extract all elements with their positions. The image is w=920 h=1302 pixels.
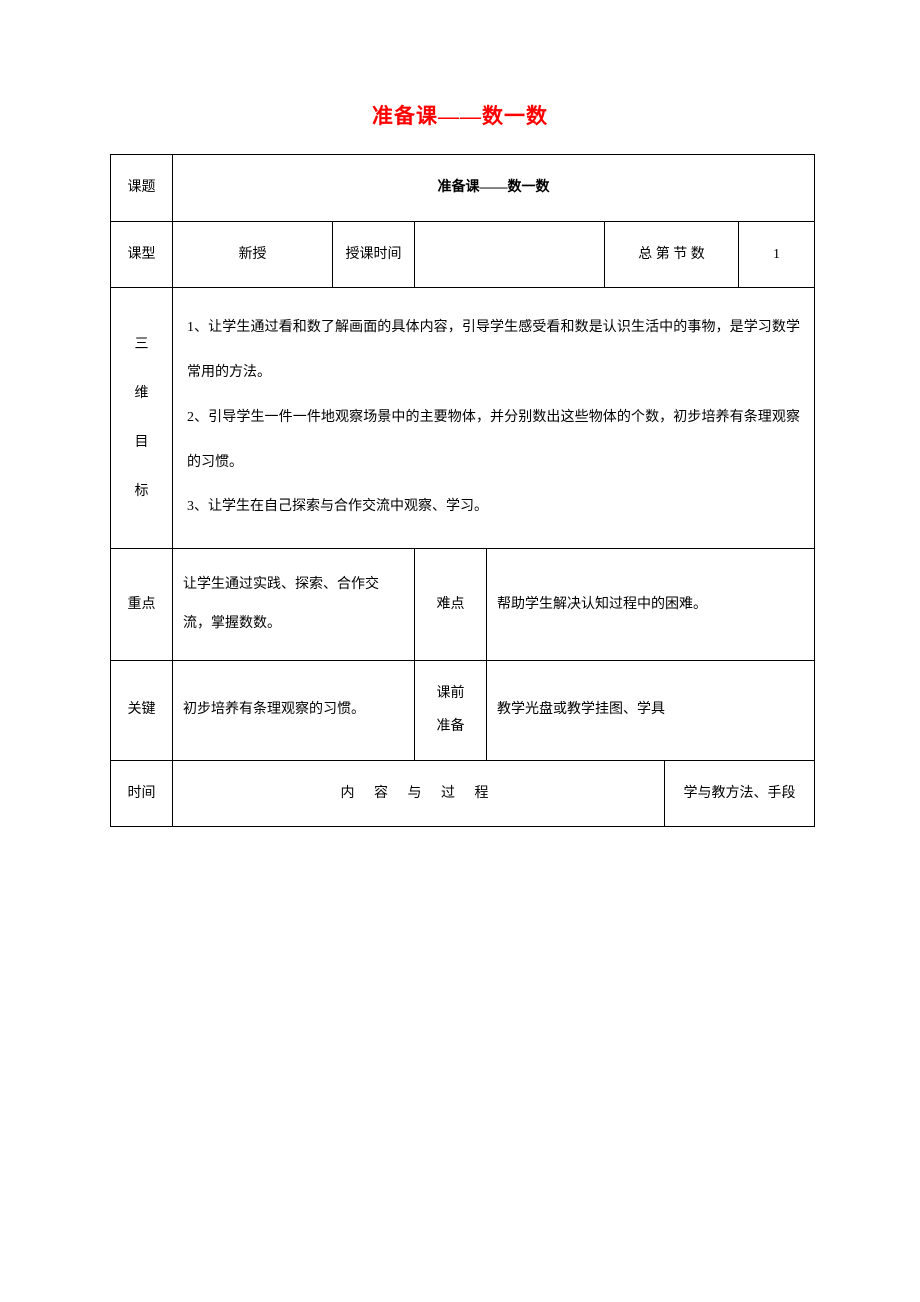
method-label: 学与教方法、手段 <box>665 760 815 827</box>
table-row: 重点 让学生通过实践、探索、合作交流，掌握数数。 难点 帮助学生解决认知过程中的… <box>111 549 815 660</box>
objectives-content: 1、让学生通过看和数了解画面的具体内容，引导学生感受看和数是认识生活中的事物，是… <box>173 288 815 549</box>
table-row: 课型 新授 授课时间 总 第 节 数 1 <box>111 221 815 288</box>
prep-value: 教学光盘或教学挂图、学具 <box>487 660 815 760</box>
table-row: 三 维 目 标 1、让学生通过看和数了解画面的具体内容，引导学生感受看和数是认识… <box>111 288 815 549</box>
prep-label-line1: 课前 <box>437 686 465 701</box>
table-row: 课题 准备课——数一数 <box>111 155 815 222</box>
type-value: 新授 <box>173 221 333 288</box>
topic-value: 准备课——数一数 <box>173 155 815 222</box>
topic-label: 课题 <box>111 155 173 222</box>
difficulty-value: 帮助学生解决认知过程中的困难。 <box>487 549 815 660</box>
focus-label: 重点 <box>111 549 173 660</box>
lesson-plan-table: 课题 准备课——数一数 课型 新授 授课时间 总 第 节 数 1 三 维 目 标… <box>110 154 815 827</box>
prep-label: 课前 准备 <box>415 660 487 760</box>
objectives-label-char2: 维 <box>135 386 149 401</box>
table-row: 关键 初步培养有条理观察的习惯。 课前 准备 教学光盘或教学挂图、学具 <box>111 660 815 760</box>
objectives-label-char3: 目 <box>135 435 149 450</box>
total-section-value: 1 <box>739 221 815 288</box>
key-value: 初步培养有条理观察的习惯。 <box>173 660 415 760</box>
total-section-label: 总 第 节 数 <box>605 221 739 288</box>
teach-time-value <box>415 221 605 288</box>
key-label: 关键 <box>111 660 173 760</box>
teach-time-label: 授课时间 <box>333 221 415 288</box>
type-label: 课型 <box>111 221 173 288</box>
objectives-label-char4: 标 <box>135 484 149 499</box>
prep-label-line2: 准备 <box>437 719 465 734</box>
difficulty-label: 难点 <box>415 549 487 660</box>
page-title: 准备课——数一数 <box>110 100 810 130</box>
table-row: 时间 内 容 与 过 程 学与教方法、手段 <box>111 760 815 827</box>
focus-value: 让学生通过实践、探索、合作交流，掌握数数。 <box>173 549 415 660</box>
objectives-label: 三 维 目 标 <box>111 288 173 549</box>
time-label: 时间 <box>111 760 173 827</box>
content-process-label: 内 容 与 过 程 <box>173 760 665 827</box>
objectives-label-char1: 三 <box>135 337 149 352</box>
